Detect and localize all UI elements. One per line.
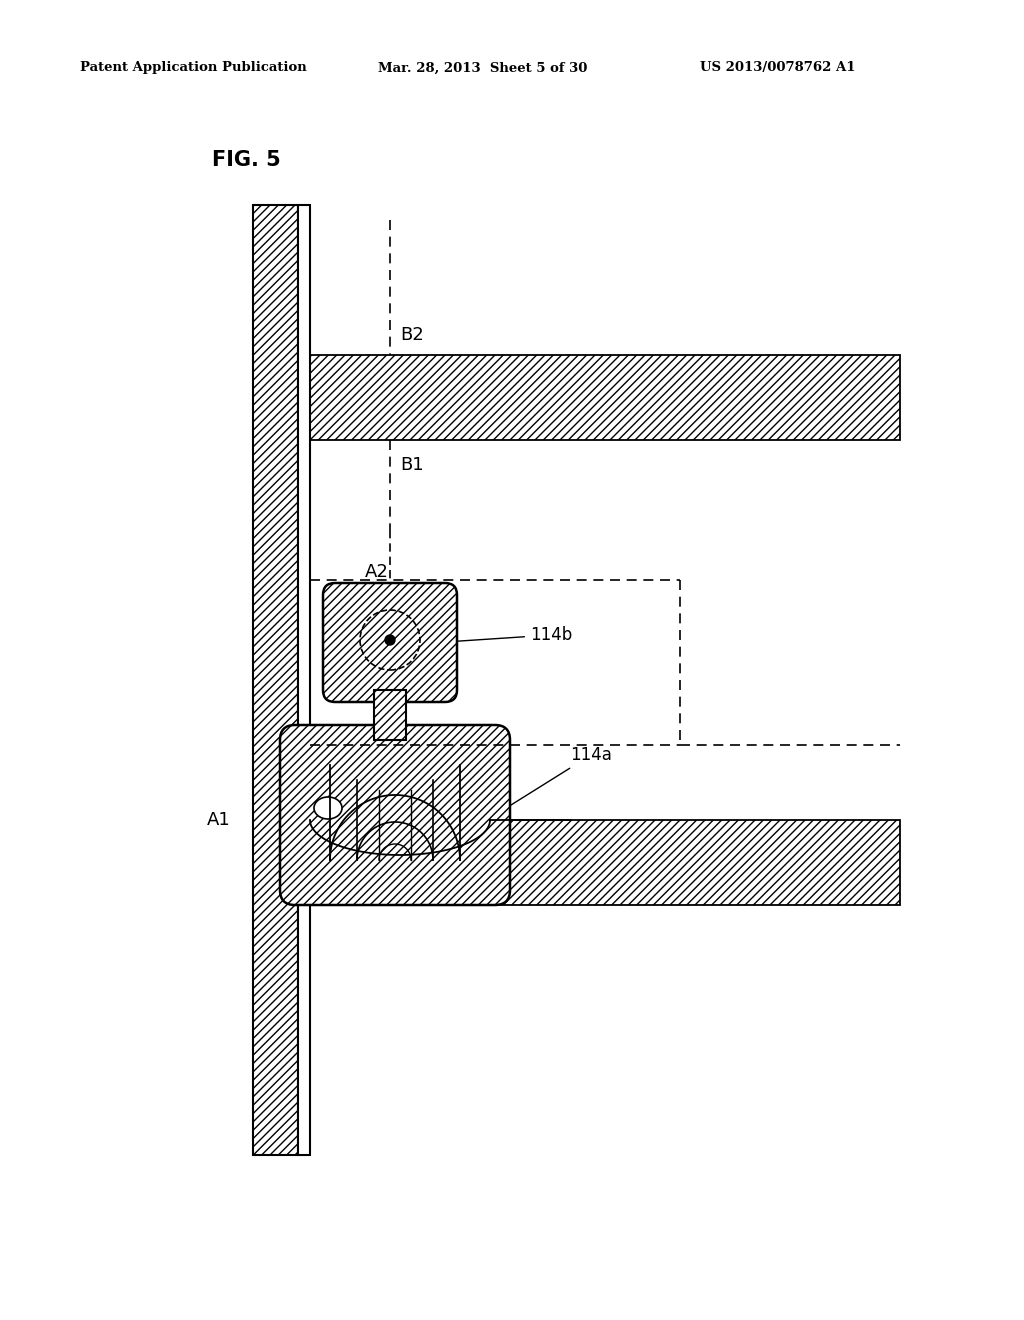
Bar xyxy=(310,820,900,906)
Text: A2: A2 xyxy=(365,564,389,581)
Text: 114b: 114b xyxy=(447,626,572,644)
Ellipse shape xyxy=(314,797,342,818)
Circle shape xyxy=(385,635,395,645)
Text: B1: B1 xyxy=(400,455,424,474)
Bar xyxy=(310,355,900,440)
Bar xyxy=(253,205,298,1155)
Text: FIG. 5: FIG. 5 xyxy=(212,150,281,170)
Text: 114a: 114a xyxy=(498,746,612,813)
Bar xyxy=(374,690,406,741)
FancyBboxPatch shape xyxy=(323,583,457,702)
Text: Mar. 28, 2013  Sheet 5 of 30: Mar. 28, 2013 Sheet 5 of 30 xyxy=(378,62,588,74)
FancyBboxPatch shape xyxy=(280,725,510,906)
Bar xyxy=(298,205,310,1155)
Text: US 2013/0078762 A1: US 2013/0078762 A1 xyxy=(700,62,855,74)
Text: A1: A1 xyxy=(207,810,231,829)
Text: Patent Application Publication: Patent Application Publication xyxy=(80,62,307,74)
Text: B2: B2 xyxy=(400,326,424,345)
